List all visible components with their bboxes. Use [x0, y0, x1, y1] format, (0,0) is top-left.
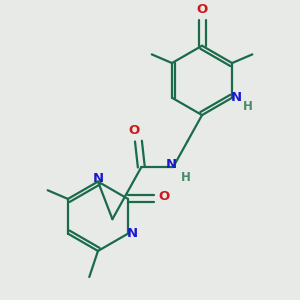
Text: N: N: [92, 172, 104, 185]
Text: O: O: [128, 124, 140, 137]
Text: O: O: [158, 190, 170, 202]
Text: N: N: [166, 158, 177, 171]
Text: N: N: [127, 227, 138, 240]
Text: H: H: [243, 100, 253, 113]
Text: N: N: [231, 91, 242, 104]
Text: O: O: [196, 3, 208, 16]
Text: H: H: [181, 171, 191, 184]
